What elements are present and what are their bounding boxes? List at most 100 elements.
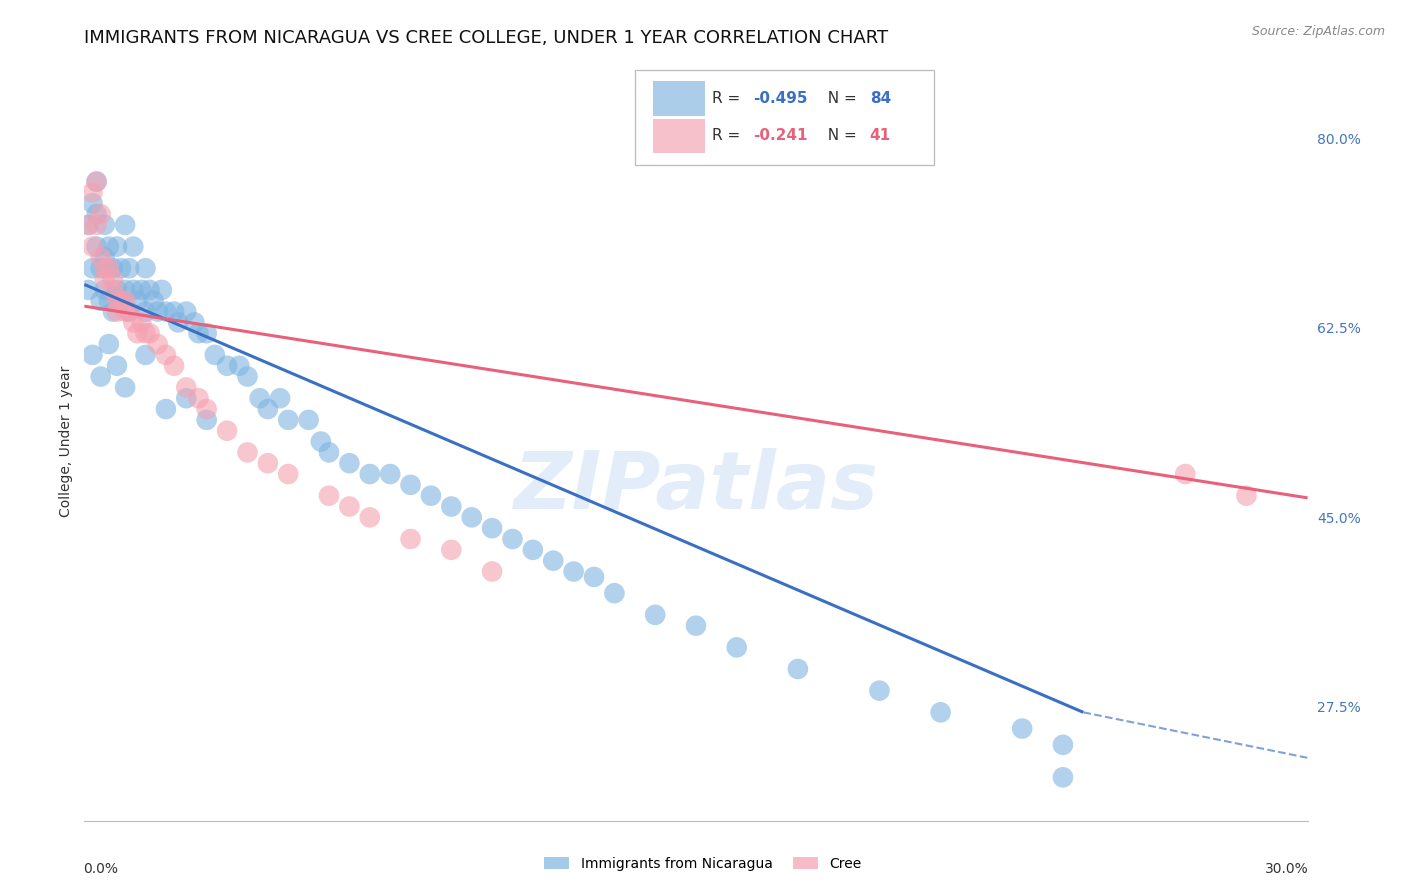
Point: [105, 283, 128, 297]
Text: 41: 41: [870, 128, 891, 144]
Point: [114, 293, 136, 308]
Text: R =: R =: [711, 91, 745, 105]
Point: [187, 391, 209, 405]
Point: [93, 261, 115, 276]
Point: [257, 402, 280, 417]
Point: [110, 293, 132, 308]
Text: N =: N =: [818, 128, 862, 144]
Point: [420, 489, 443, 503]
Point: [236, 369, 259, 384]
Point: [77, 218, 100, 232]
Point: [318, 489, 340, 503]
Point: [101, 261, 124, 276]
Point: [131, 283, 153, 297]
Text: R =: R =: [711, 128, 745, 144]
FancyBboxPatch shape: [654, 119, 704, 153]
Point: [481, 521, 503, 535]
Point: [167, 315, 190, 329]
Point: [118, 304, 141, 318]
Point: [101, 283, 124, 297]
Point: [1236, 489, 1258, 503]
Point: [135, 304, 157, 318]
Point: [86, 175, 108, 189]
Text: 30.0%: 30.0%: [1265, 863, 1309, 876]
Point: [105, 359, 128, 373]
Point: [1011, 722, 1033, 736]
Point: [155, 304, 177, 318]
Point: [138, 283, 160, 297]
Point: [122, 315, 145, 329]
Point: [543, 554, 565, 568]
Point: [174, 304, 197, 318]
Point: [869, 683, 891, 698]
Point: [195, 326, 218, 341]
Point: [86, 218, 108, 232]
FancyBboxPatch shape: [654, 80, 704, 116]
Text: IMMIGRANTS FROM NICARAGUA VS CREE COLLEGE, UNDER 1 YEAR CORRELATION CHART: IMMIGRANTS FROM NICARAGUA VS CREE COLLEG…: [84, 29, 889, 47]
Point: [82, 196, 104, 211]
Point: [114, 304, 136, 318]
Point: [105, 293, 128, 308]
Point: [93, 218, 115, 232]
Point: [114, 380, 136, 394]
Point: [236, 445, 259, 459]
Point: [277, 413, 299, 427]
Y-axis label: College, Under 1 year: College, Under 1 year: [59, 366, 73, 517]
Point: [1052, 738, 1074, 752]
Point: [90, 251, 112, 265]
Point: [97, 261, 120, 276]
Point: [204, 348, 226, 362]
Legend: Immigrants from Nicaragua, Cree: Immigrants from Nicaragua, Cree: [538, 851, 868, 876]
FancyBboxPatch shape: [636, 70, 935, 165]
Point: [359, 510, 381, 524]
Point: [77, 283, 100, 297]
Point: [131, 315, 153, 329]
Point: [122, 239, 145, 253]
Point: [359, 467, 381, 481]
Point: [114, 218, 136, 232]
Text: 0.0%: 0.0%: [83, 863, 118, 876]
Text: ZIPatlas: ZIPatlas: [513, 448, 879, 526]
Point: [146, 337, 169, 351]
Point: [440, 500, 463, 514]
Point: [249, 391, 271, 405]
Point: [93, 283, 115, 297]
Point: [481, 565, 503, 579]
Point: [114, 283, 136, 297]
Point: [461, 510, 484, 524]
Point: [127, 293, 149, 308]
Point: [82, 261, 104, 276]
Text: -0.241: -0.241: [754, 128, 808, 144]
Point: [277, 467, 299, 481]
Text: -0.495: -0.495: [754, 91, 808, 105]
Point: [135, 348, 157, 362]
Point: [146, 304, 169, 318]
Point: [82, 239, 104, 253]
Point: [183, 315, 205, 329]
Point: [217, 424, 239, 438]
Point: [163, 359, 186, 373]
Point: [644, 607, 666, 622]
Point: [685, 618, 707, 632]
Point: [502, 532, 524, 546]
Point: [86, 207, 108, 221]
Point: [583, 570, 606, 584]
Point: [440, 542, 463, 557]
Point: [603, 586, 626, 600]
Point: [135, 261, 157, 276]
Point: [339, 500, 361, 514]
Point: [399, 478, 422, 492]
Point: [110, 261, 132, 276]
Point: [93, 251, 115, 265]
Point: [77, 218, 100, 232]
Point: [110, 293, 132, 308]
Point: [217, 359, 239, 373]
Point: [105, 304, 128, 318]
Text: Source: ZipAtlas.com: Source: ZipAtlas.com: [1251, 25, 1385, 38]
Point: [101, 272, 124, 286]
Point: [228, 359, 250, 373]
Point: [142, 293, 165, 308]
Point: [163, 304, 186, 318]
Point: [257, 456, 280, 470]
Point: [105, 239, 128, 253]
